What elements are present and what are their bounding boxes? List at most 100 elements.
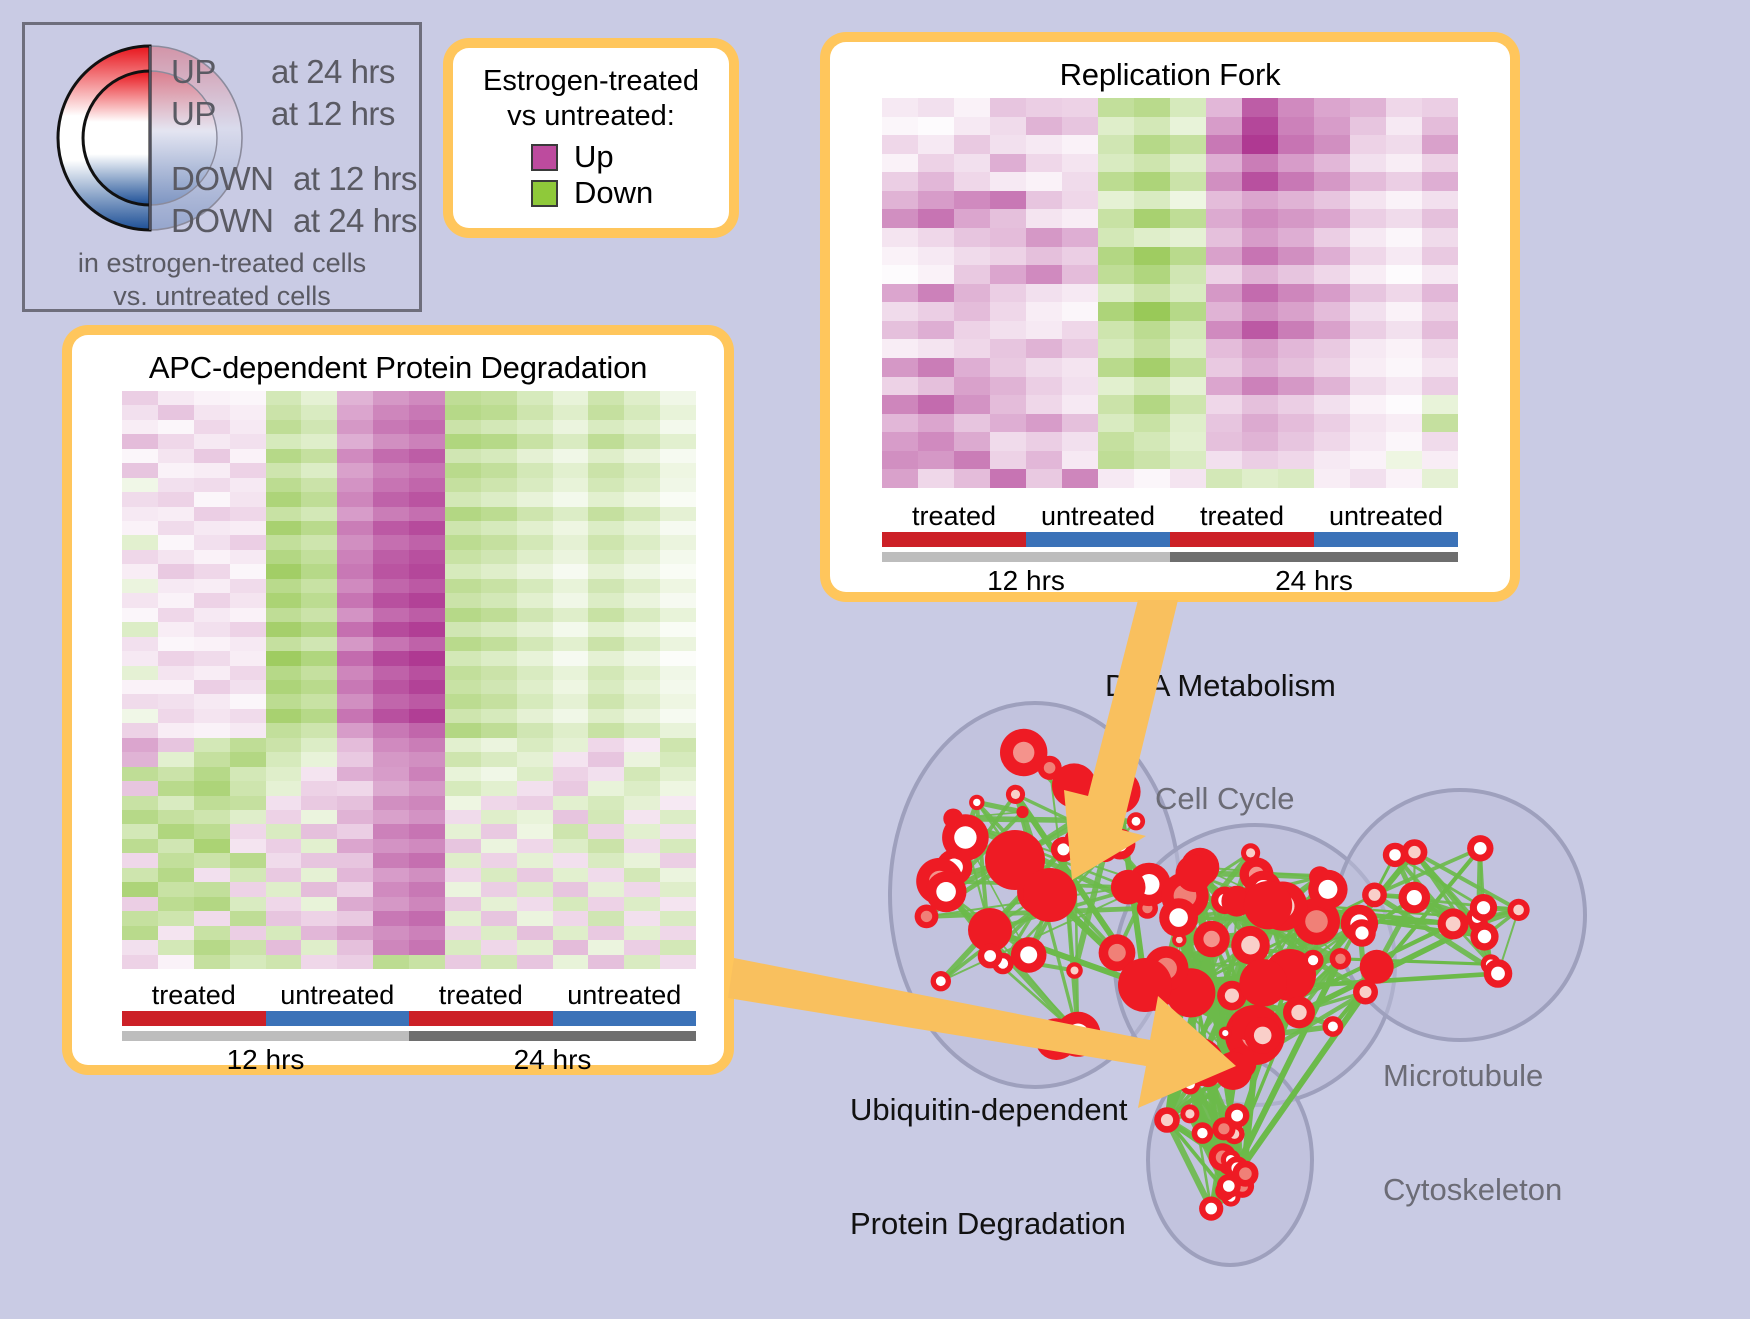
- group-color-bar: [409, 1011, 553, 1026]
- heatmap-cell: [445, 882, 481, 896]
- heatmap-cell: [481, 637, 517, 651]
- heatmap-cell: [954, 377, 990, 396]
- heatmap-cell: [588, 564, 624, 578]
- heatmap-cell: [1350, 377, 1386, 396]
- network-node[interactable]: [1195, 1062, 1220, 1087]
- heatmap-cell: [1242, 339, 1278, 358]
- heatmap-cell: [158, 940, 194, 954]
- network-node[interactable]: [1016, 806, 1028, 818]
- heatmap-cell: [481, 463, 517, 477]
- network-node-core: [1020, 946, 1037, 963]
- heatmap-cell: [481, 651, 517, 665]
- cluster-label-ubiquitin-degradation: Ubiquitin-dependent Protein Degradation: [850, 1015, 1128, 1319]
- network-node[interactable]: [1360, 950, 1394, 984]
- heatmap-cell: [588, 492, 624, 506]
- heatmap-cell: [553, 564, 589, 578]
- heatmap-cell: [158, 810, 194, 824]
- heatmap-cell: [660, 897, 696, 911]
- heatmap-cell: [301, 940, 337, 954]
- heatmap-cell: [481, 709, 517, 723]
- heatmap-cell: [230, 550, 266, 564]
- heatmap-cell: [409, 940, 445, 954]
- heatmap-cell: [1386, 302, 1422, 321]
- network-node[interactable]: [1111, 870, 1146, 905]
- heatmap-cell: [122, 666, 158, 680]
- heatmap-cell: [660, 767, 696, 781]
- heatmap-cell: [481, 666, 517, 680]
- heatmap-cell: [158, 694, 194, 708]
- heatmap-cell: [588, 666, 624, 680]
- heatmap-cell: [1386, 432, 1422, 451]
- legend-title: Estrogen-treated vs untreated:: [453, 64, 729, 134]
- heatmap-cell: [266, 955, 302, 969]
- group-label: untreated: [553, 979, 697, 1011]
- heatmap-cell: [918, 358, 954, 377]
- heatmap-cell: [660, 507, 696, 521]
- time-color-bar: [1170, 552, 1458, 562]
- heatmap-cell: [1170, 209, 1206, 228]
- heatmap-cell: [266, 608, 302, 622]
- heatmap-cell: [1206, 302, 1242, 321]
- heatmap-cell: [409, 911, 445, 925]
- heatmap-cell: [409, 463, 445, 477]
- heatmap-cell: [122, 810, 158, 824]
- heatmap-cell: [588, 391, 624, 405]
- group-color-bar: [122, 1011, 266, 1026]
- heatmap-cell: [1242, 395, 1278, 414]
- heatmap-cell: [660, 796, 696, 810]
- heatmap-cell: [1314, 191, 1350, 210]
- heatmap-cell: [266, 507, 302, 521]
- heatmap-cell: [660, 535, 696, 549]
- heatmap-cell: [158, 911, 194, 925]
- heatmap-cell: [517, 579, 553, 593]
- network-node-core: [1389, 849, 1401, 861]
- heatmap-cell: [588, 709, 624, 723]
- heatmap-cell: [409, 897, 445, 911]
- heatmap-cell: [122, 694, 158, 708]
- heatmap-cell: [373, 507, 409, 521]
- heatmap-cell: [337, 405, 373, 419]
- key-row-0-time: at 24 hrs: [271, 55, 395, 88]
- heatmap-cell: [445, 651, 481, 665]
- heatmap-cell: [1386, 98, 1422, 117]
- cluster-label-mt-line2: Cytoskeleton: [1383, 1171, 1562, 1209]
- heatmap-cell: [1170, 377, 1206, 396]
- heatmap-cell: [517, 940, 553, 954]
- heatmap-cell: [882, 228, 918, 247]
- heatmap-cell: [194, 492, 230, 506]
- heatmap-cell: [660, 853, 696, 867]
- heatmap-cell: [409, 955, 445, 969]
- heatmap-cell: [409, 694, 445, 708]
- heatmap-cell: [1062, 98, 1098, 117]
- heatmap-cell: [445, 593, 481, 607]
- network-node[interactable]: [1165, 1035, 1202, 1072]
- heatmap-cell: [624, 911, 660, 925]
- heatmap-cell: [517, 738, 553, 752]
- heatmap-cell: [1098, 191, 1134, 210]
- heatmap-cell: [882, 98, 918, 117]
- heatmap-cell: [517, 694, 553, 708]
- heatmap-cell: [1062, 358, 1098, 377]
- heatmap-cell: [373, 492, 409, 506]
- network-node[interactable]: [1023, 868, 1077, 922]
- heatmap-cell: [445, 926, 481, 940]
- heatmap-cell: [553, 709, 589, 723]
- group-label: untreated: [266, 979, 410, 1011]
- heatmap-cell: [624, 463, 660, 477]
- network-node[interactable]: [1118, 958, 1172, 1012]
- network-node[interactable]: [1176, 855, 1213, 892]
- heatmap-cell: [122, 651, 158, 665]
- heatmap-cell: [1314, 377, 1350, 396]
- heatmap-cell: [1278, 414, 1314, 433]
- heatmap-cell: [517, 405, 553, 419]
- network-node[interactable]: [1239, 959, 1287, 1007]
- heatmap-cell: [660, 420, 696, 434]
- heatmap-cell: [481, 680, 517, 694]
- network-node[interactable]: [1244, 881, 1292, 929]
- heatmap-cell: [122, 507, 158, 521]
- heatmap-cell: [1026, 395, 1062, 414]
- network-node[interactable]: [943, 809, 963, 829]
- heatmap-cell: [517, 449, 553, 463]
- legend-title-line2: vs untreated:: [461, 99, 721, 134]
